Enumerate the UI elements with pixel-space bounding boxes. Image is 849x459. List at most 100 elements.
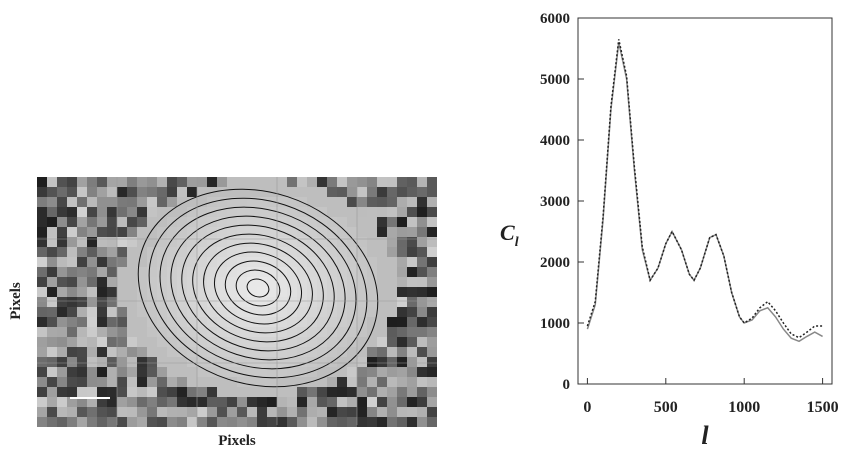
pixel	[407, 387, 417, 397]
pixel	[237, 327, 247, 337]
pixel	[327, 207, 337, 217]
pixel	[387, 407, 397, 417]
pixel	[137, 237, 147, 247]
pixel	[397, 287, 407, 297]
pixel	[427, 287, 437, 297]
pixel	[357, 277, 367, 287]
pixel	[67, 407, 77, 417]
pixel	[227, 307, 237, 317]
pixel	[37, 387, 47, 397]
pixel	[77, 317, 87, 327]
pixel	[117, 277, 127, 287]
pixel	[127, 287, 137, 297]
pixel	[257, 207, 267, 217]
pixel	[177, 417, 187, 427]
pixel	[397, 357, 407, 367]
pixel	[117, 387, 127, 397]
pixel	[57, 247, 67, 257]
pixel	[97, 417, 107, 427]
pixel	[257, 177, 267, 187]
pixel	[97, 247, 107, 257]
pixel	[367, 257, 377, 267]
pixel	[207, 397, 217, 407]
pixel	[87, 407, 97, 417]
pixel	[267, 397, 277, 407]
pixel	[287, 227, 297, 237]
pixel	[337, 247, 347, 257]
pixel	[357, 177, 367, 187]
pixel	[417, 377, 427, 387]
pixel	[57, 317, 67, 327]
pixel	[377, 197, 387, 207]
pixel	[367, 297, 377, 307]
pixel	[37, 287, 47, 297]
pixel	[307, 237, 317, 247]
pixel	[317, 207, 327, 217]
x-tick-label: 0	[583, 399, 591, 416]
pixel	[177, 407, 187, 417]
pixel	[167, 227, 177, 237]
pixel	[217, 247, 227, 257]
pixel	[417, 287, 427, 297]
pixel	[37, 177, 47, 187]
pixel	[217, 307, 227, 317]
pixel	[57, 287, 67, 297]
pixel	[397, 297, 407, 307]
pixel	[217, 297, 227, 307]
pixel	[387, 257, 397, 267]
pixel	[197, 247, 207, 257]
pixel	[117, 207, 127, 217]
pixel	[267, 407, 277, 417]
pixel	[427, 337, 437, 347]
pixel	[247, 377, 257, 387]
pixel	[117, 327, 127, 337]
pixel	[257, 347, 267, 357]
pixel	[417, 277, 427, 287]
pixel	[137, 287, 147, 297]
pixel	[427, 357, 437, 367]
pixel	[167, 187, 177, 197]
pixel	[87, 197, 97, 207]
pixel	[417, 177, 427, 187]
pixel	[127, 347, 137, 357]
pixel	[57, 177, 67, 187]
pixel	[257, 397, 267, 407]
pixel	[127, 407, 137, 417]
pixel	[337, 297, 347, 307]
pixel	[397, 227, 407, 237]
pixel	[357, 217, 367, 227]
pixel	[107, 267, 117, 277]
pixel	[127, 267, 137, 277]
pixel	[127, 337, 137, 347]
pixel	[377, 287, 387, 297]
pixel	[277, 197, 287, 207]
pixel	[237, 207, 247, 217]
pixel	[427, 187, 437, 197]
pixel	[37, 417, 47, 427]
pixel	[107, 197, 117, 207]
pixel	[67, 397, 77, 407]
pixel	[297, 417, 307, 427]
pixel	[357, 397, 367, 407]
pixel	[47, 227, 57, 237]
pixel	[417, 347, 427, 357]
pixel	[417, 197, 427, 207]
pixel	[47, 337, 57, 347]
pixel	[317, 367, 327, 377]
pixel	[267, 217, 277, 227]
pixel	[427, 347, 437, 357]
pixel	[257, 417, 267, 427]
pixel	[427, 197, 437, 207]
pixel	[87, 247, 97, 257]
pixel	[407, 187, 417, 197]
pixel	[37, 267, 47, 277]
pixel	[247, 317, 257, 327]
pixel	[387, 417, 397, 427]
pixel	[417, 247, 427, 257]
pixel	[137, 337, 147, 347]
pixel	[237, 367, 247, 377]
pixel	[237, 227, 247, 237]
pixel	[137, 217, 147, 227]
pixel	[147, 287, 157, 297]
pixel	[237, 337, 247, 347]
